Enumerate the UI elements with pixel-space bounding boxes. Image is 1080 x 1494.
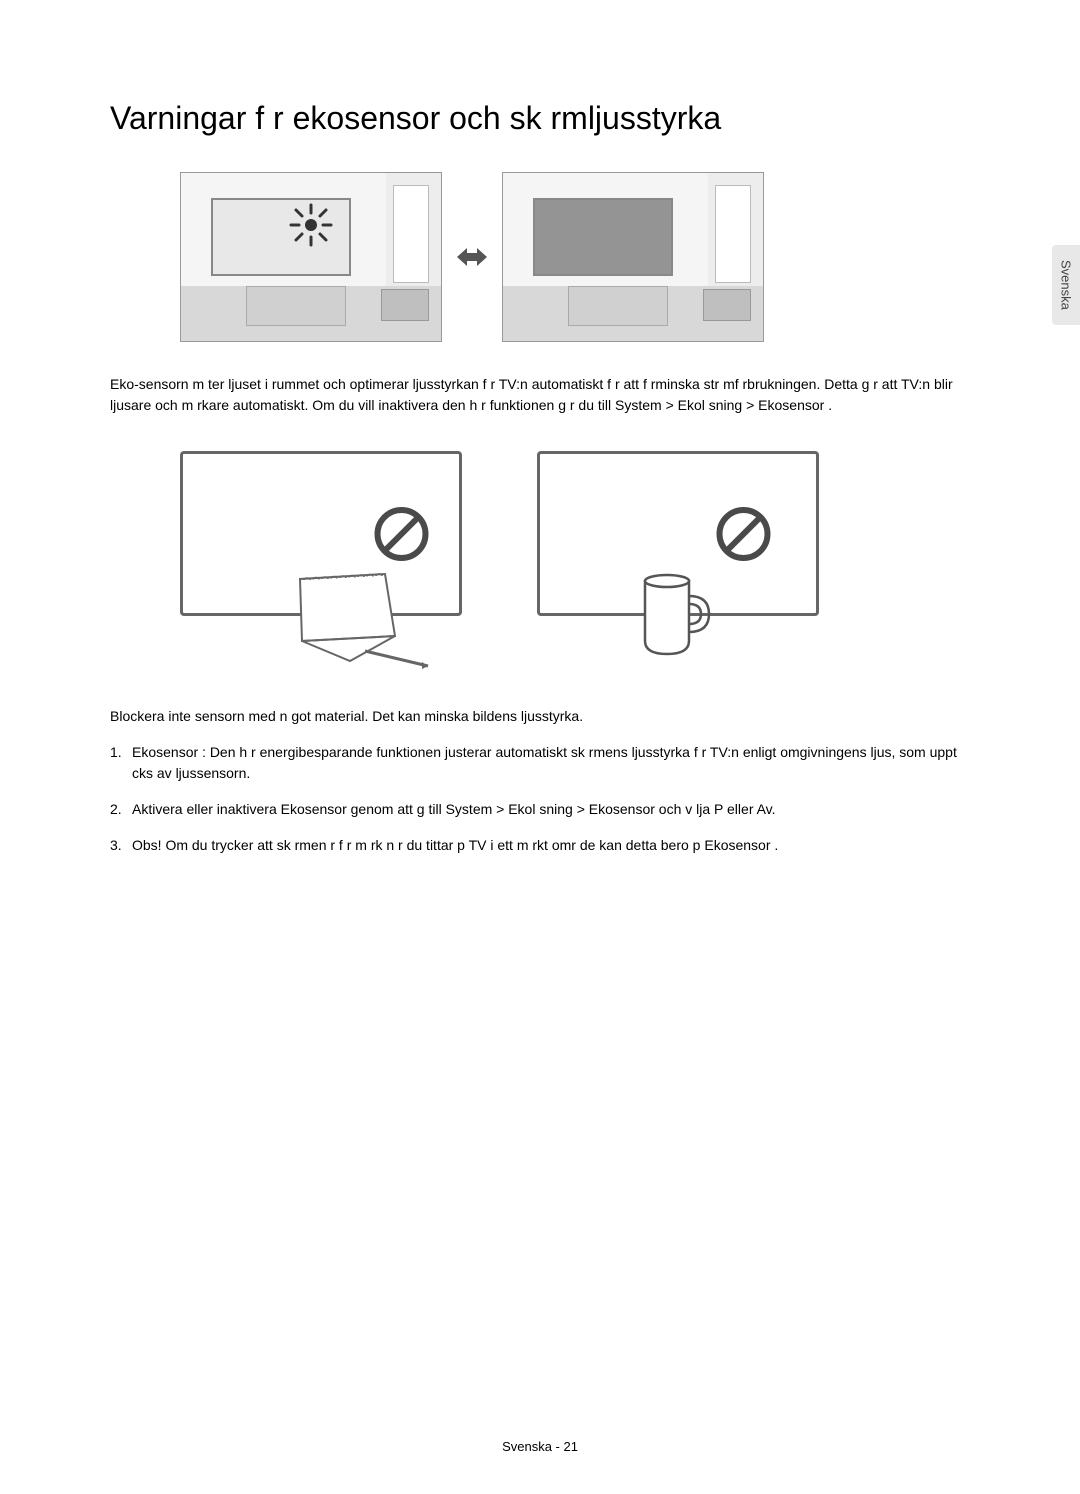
- room-table: [246, 286, 346, 326]
- language-tab: Svenska: [1052, 245, 1080, 325]
- mug-icon: [627, 566, 717, 661]
- intro-paragraph: Eko-sensorn m ter ljuset i rummet och op…: [110, 374, 970, 416]
- room-tv-dark: [533, 198, 673, 276]
- room-table: [568, 286, 668, 326]
- tv-notebook-group: [180, 451, 462, 616]
- numbered-list: Ekosensor : Den h r energibesparande fun…: [110, 742, 970, 857]
- page-title: Varningar f r ekosensor och sk rmljussty…: [110, 100, 970, 137]
- room-illustration-dark: [502, 172, 764, 342]
- room-illustration-bright: [180, 172, 442, 342]
- room-ottoman: [381, 289, 429, 321]
- prohibit-icon: [374, 506, 429, 561]
- language-tab-label: Svenska: [1059, 260, 1074, 310]
- room-window: [393, 185, 429, 283]
- sun-icon: [289, 203, 333, 247]
- lower-text-block: Blockera inte sensorn med n got material…: [110, 706, 970, 856]
- top-figure-row: [110, 172, 970, 342]
- prohibit-icon: [716, 506, 771, 561]
- list-item: Obs! Om du trycker att sk rmen r f r m r…: [132, 835, 970, 857]
- page-footer: Svenska - 21: [0, 1439, 1080, 1454]
- list-item: Ekosensor : Den h r energibesparande fun…: [132, 742, 970, 785]
- tv-mug-group: [537, 451, 819, 616]
- bidirectional-arrow-icon: [457, 246, 487, 268]
- list-item: Aktivera eller inaktivera Ekosensor geno…: [132, 799, 970, 821]
- room-window: [715, 185, 751, 283]
- room-ottoman: [703, 289, 751, 321]
- mid-figure-row: [110, 451, 970, 616]
- block-warning-text: Blockera inte sensorn med n got material…: [110, 706, 970, 728]
- notebook-icon: [280, 566, 430, 671]
